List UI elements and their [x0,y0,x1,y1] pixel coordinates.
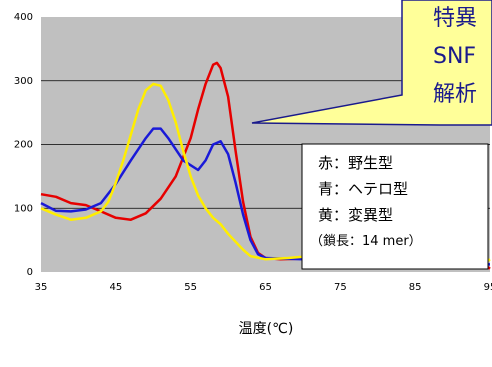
y-tick-label: 200 [14,140,33,151]
x-tick-label: 45 [109,282,122,293]
callout-shape [251,0,492,126]
legend: 赤：野生型 青：ヘテロ型 黄：変異型 （鎖長：14 mer） [301,143,489,270]
x-tick-labels: 35 45 55 65 75 85 95 [35,282,492,293]
x-tick-label: 95 [484,282,492,293]
legend-item-mutant: 黄：変異型 [318,206,393,224]
legend-item-hetero: 青：ヘテロ型 [318,180,408,198]
x-tick-label: 75 [334,282,347,293]
x-axis-label: 温度(℃) [239,321,294,337]
y-tick-label: 0 [27,267,33,278]
y-tick-label: 400 [14,12,33,23]
x-tick-label: 65 [259,282,272,293]
x-tick-label: 55 [184,282,197,293]
y-tick-label: 100 [14,203,33,214]
callout-line-3: 解析 [433,82,477,107]
y-tick-label: 300 [14,76,33,87]
legend-box [301,143,489,270]
x-tick-label: 85 [409,282,422,293]
legend-note: （鎖長：14 mer） [310,233,422,249]
x-tick-label: 35 [35,282,48,293]
callout-line-1: 特異 [433,6,477,31]
callout-box: 特異 SNF 解析 [251,0,492,126]
legend-item-wild: 赤：野生型 [318,154,393,172]
callout-line-2: SNF [433,44,476,69]
y-tick-labels: 0 100 200 300 400 [14,12,33,278]
